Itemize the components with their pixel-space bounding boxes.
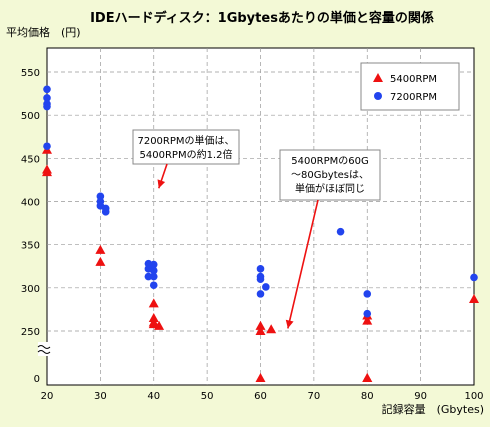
axis-break-gap (38, 342, 52, 356)
data-point-7200rpm (43, 94, 51, 102)
x-tick-label: 100 (464, 391, 483, 402)
data-point-5400rpm (255, 326, 266, 335)
data-point-7200rpm (470, 273, 478, 282)
y-tick-label: 400 (21, 198, 40, 209)
y-tick-label: 350 (21, 241, 40, 252)
data-point-7200rpm (43, 142, 51, 151)
data-point-5400rpm (469, 294, 479, 304)
data-point-5400rpm (362, 315, 373, 325)
y-axis-label: 平均価格 (円) (6, 25, 81, 39)
data-point-7200rpm (256, 275, 265, 284)
data-point-7200rpm (262, 283, 270, 291)
annotation-box (132, 129, 240, 165)
x-tick-label: 90 (414, 391, 427, 402)
x-tick-label: 70 (308, 391, 321, 402)
legend: 5400RPM 7200RPM (360, 62, 460, 111)
legend-label-5400: 5400RPM (390, 74, 437, 85)
x-axis-label: 記録容量 (Gbytes) (382, 402, 484, 416)
axis-break-wave (37, 345, 51, 349)
data-point-7200rpm (149, 272, 158, 281)
y-tick-label: 250 (21, 327, 40, 338)
data-point-7200rpm (144, 272, 153, 281)
data-point-5400rpm (154, 320, 165, 330)
data-point-7200rpm (149, 260, 158, 269)
data-point-7200rpm (256, 265, 265, 273)
x-tick-label: 80 (361, 391, 374, 402)
y-ticks: 550 500 450 400 350 300 250 0 (21, 68, 40, 385)
data-points (42, 85, 479, 382)
annotation-line: 7200RPMの単価は、 (137, 134, 234, 147)
data-point-5400rpm (362, 373, 373, 382)
annotation-same-price: 5400RPMの60G ～80Gbytesは、 単価がほぼ同じ (279, 149, 381, 201)
data-point-7200rpm (363, 290, 372, 298)
x-tick-label: 60 (254, 391, 267, 402)
annotation-1200-ratio: 7200RPMの単価は、 5400RPMの約1.2倍 (132, 129, 240, 165)
data-point-5400rpm (148, 319, 159, 329)
data-point-7200rpm (43, 102, 51, 111)
data-point-7200rpm (336, 227, 345, 236)
data-point-5400rpm (255, 320, 266, 330)
x-ticks: 20 30 40 50 60 70 80 90 100 (41, 391, 484, 402)
axis-break-mark (37, 342, 52, 356)
data-point-5400rpm (95, 256, 106, 266)
data-point-7200rpm (101, 208, 110, 216)
data-point-5400rpm (95, 244, 106, 254)
legend-marker-triangle (373, 73, 383, 82)
data-point-5400rpm (148, 298, 159, 308)
annotation-line: 5400RPMの60G (291, 156, 369, 167)
y-tick-label: 500 (21, 111, 40, 122)
y-tick-label: 300 (21, 284, 40, 295)
legend-label-7200: 7200RPM (390, 92, 437, 103)
legend-marker-circle (374, 92, 382, 100)
y-tick-label: 450 (21, 154, 40, 165)
annotation-arrow-head (157, 179, 166, 189)
data-point-7200rpm (363, 309, 372, 318)
x-tick-label: 50 (201, 391, 214, 402)
data-point-5400rpm (255, 373, 266, 382)
chart-title: IDEハードディスク：1Gbytesあたりの単価と容量の関係 (90, 10, 434, 26)
data-point-5400rpm (42, 167, 52, 177)
data-point-7200rpm (43, 85, 51, 94)
annotation-arrows (157, 163, 319, 329)
legend-box (360, 62, 460, 111)
data-point-5400rpm (266, 324, 277, 334)
annotation-box (279, 149, 381, 201)
x-tick-label: 20 (41, 391, 54, 402)
annotation-arrow (287, 199, 319, 329)
annotation-line: ～80Gbytesは、 (291, 169, 369, 181)
x-tick-label: 40 (147, 391, 160, 402)
data-point-7200rpm (256, 290, 265, 298)
annotation-arrow-head (285, 319, 294, 329)
data-point-7200rpm (149, 266, 158, 275)
data-point-7200rpm (149, 281, 158, 290)
annotation-line: 単価がほぼ同じ (295, 182, 365, 195)
y-tick-label: 0 (34, 374, 40, 385)
x-tick-label: 30 (94, 391, 107, 402)
axis-break-wave (37, 350, 51, 354)
y-tick-label: 550 (21, 68, 40, 79)
annotation-line: 5400RPMの約1.2倍 (140, 148, 233, 161)
